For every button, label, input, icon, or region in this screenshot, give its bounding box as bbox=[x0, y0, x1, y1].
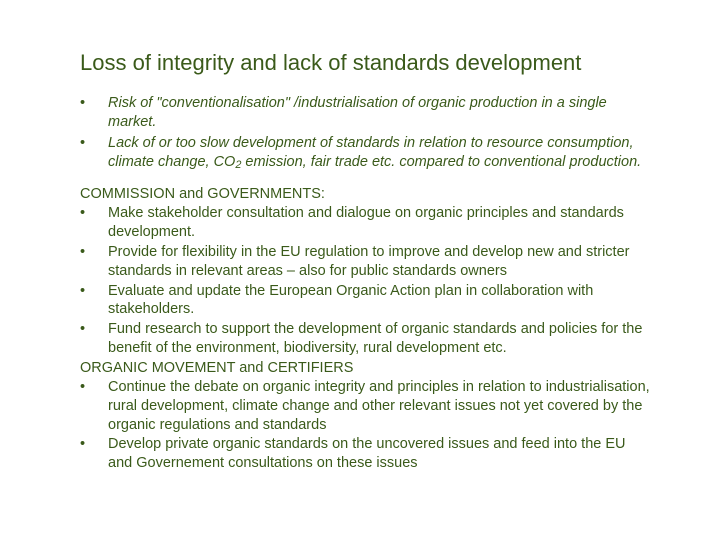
issue-item: Lack of or too slow development of stand… bbox=[80, 134, 650, 172]
list-item: Evaluate and update the European Organic… bbox=[80, 282, 650, 320]
section-heading: ORGANIC MOVEMENT and CERTIFIERS bbox=[80, 359, 650, 378]
list-item: Fund research to support the development… bbox=[80, 320, 650, 358]
list-item: Develop private organic standards on the… bbox=[80, 435, 650, 473]
list-item: Continue the debate on organic integrity… bbox=[80, 378, 650, 435]
organic-list: Continue the debate on organic integrity… bbox=[80, 378, 650, 473]
issue-item: Risk of "conventionalisation" /industria… bbox=[80, 94, 650, 132]
section-heading: COMMISSION and GOVERNMENTS: bbox=[80, 185, 650, 204]
slide-title: Loss of integrity and lack of standards … bbox=[80, 50, 650, 76]
issues-list: Risk of "conventionalisation" /industria… bbox=[80, 94, 650, 171]
slide-content: Loss of integrity and lack of standards … bbox=[0, 0, 720, 540]
commission-list: Make stakeholder consultation and dialog… bbox=[80, 204, 650, 358]
issue-text-part-b: emission, fair trade etc. compared to co… bbox=[241, 154, 641, 170]
list-item: Provide for flexibility in the EU regula… bbox=[80, 243, 650, 281]
list-item: Make stakeholder consultation and dialog… bbox=[80, 204, 650, 242]
subscript: 2 bbox=[235, 159, 241, 171]
section-commission: COMMISSION and GOVERNMENTS: Make stakeho… bbox=[80, 185, 650, 473]
issue-text: Risk of "conventionalisation" /industria… bbox=[108, 95, 607, 130]
